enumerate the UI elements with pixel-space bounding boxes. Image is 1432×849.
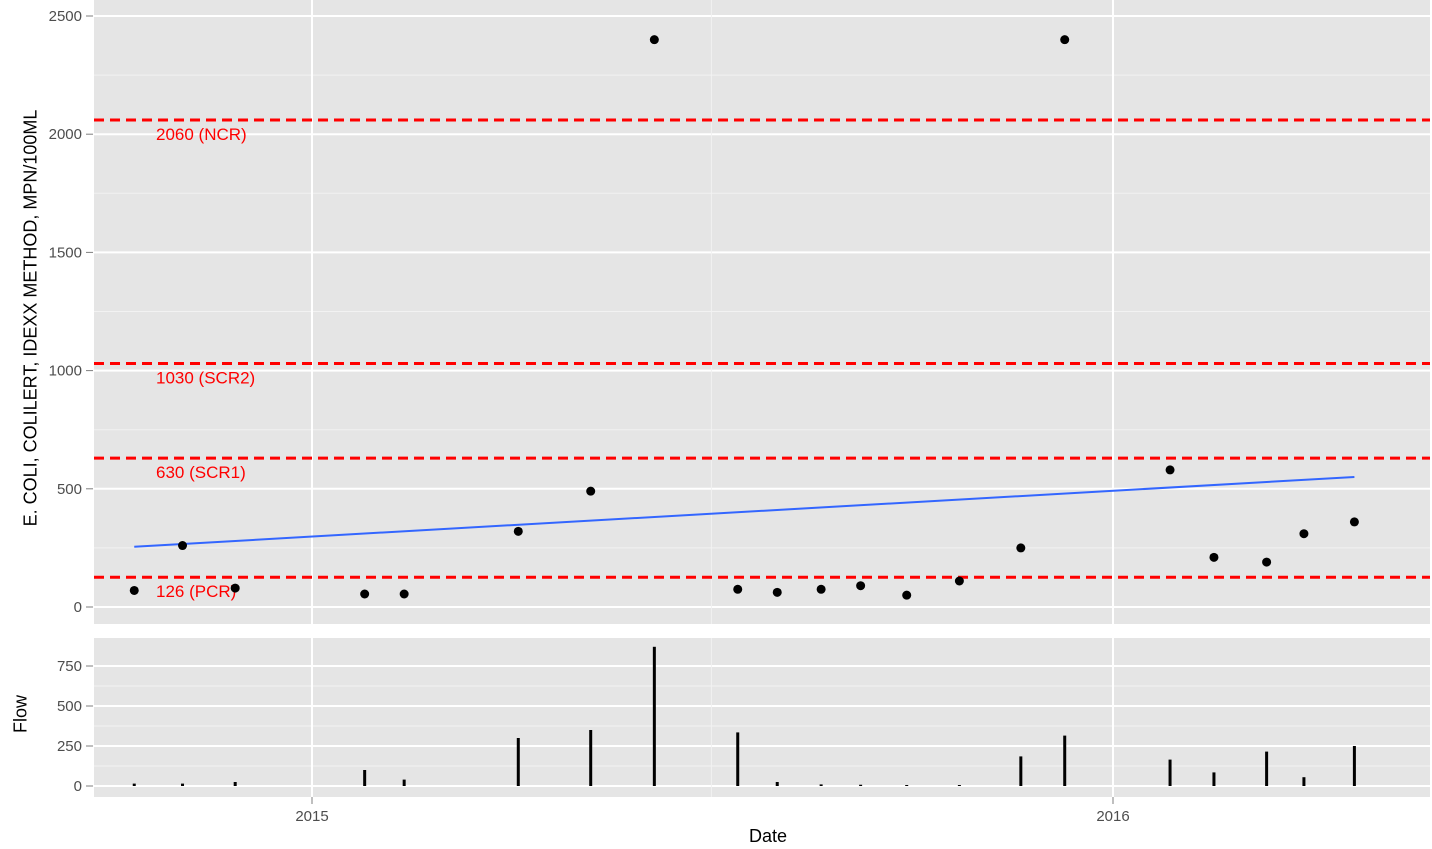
data-point xyxy=(816,584,826,594)
flow-bar xyxy=(589,730,593,786)
flow-bar xyxy=(132,783,136,786)
flow-bar xyxy=(957,785,961,786)
data-point xyxy=(513,526,523,536)
bottom-y-tick-label: 500 xyxy=(57,698,82,715)
data-point xyxy=(1209,552,1219,562)
data-point xyxy=(1016,543,1026,553)
data-point xyxy=(1262,557,1272,567)
top-panel-grid xyxy=(94,0,1430,624)
top-y-axis-title: E. COLI, COLILERT, IDEXX METHOD, MPN/100… xyxy=(20,109,41,527)
top-y-tick-label: 0 xyxy=(74,599,82,616)
top-y-tick-label: 2000 xyxy=(49,126,82,143)
top-y-tick-label: 500 xyxy=(57,481,82,498)
top-panel-y-axis: 0 500 1000 1500 2000 2500 xyxy=(49,8,93,616)
data-point xyxy=(178,541,188,551)
flow-bar xyxy=(1302,777,1306,786)
bottom-y-tick-label: 0 xyxy=(74,778,82,795)
flow-bar xyxy=(516,738,520,786)
flow-bar xyxy=(819,784,823,786)
data-point xyxy=(954,576,964,586)
flow-bar xyxy=(181,783,185,786)
data-point xyxy=(649,35,659,45)
flow-bar xyxy=(859,784,863,786)
bottom-panel-background xyxy=(94,638,1430,797)
flow-bar xyxy=(775,782,779,786)
flow-bar xyxy=(363,770,367,786)
flow-bar xyxy=(905,785,909,786)
bottom-y-axis-title: Flow xyxy=(10,694,31,734)
flow-bar xyxy=(1265,751,1269,786)
data-point xyxy=(1165,465,1175,475)
bottom-panel-axes: 0 250 500 750 2015 2016 xyxy=(57,658,1130,825)
bottom-y-tick-label: 750 xyxy=(57,658,82,675)
flow-bar xyxy=(402,779,406,786)
top-y-tick-label: 1000 xyxy=(49,363,82,380)
flow-bars xyxy=(132,646,1356,786)
trend-line xyxy=(134,475,1355,548)
flow-bar xyxy=(1168,759,1172,786)
data-point xyxy=(1349,517,1359,527)
data-point xyxy=(586,486,596,496)
x-tick-label: 2016 xyxy=(1096,808,1129,825)
data-point xyxy=(129,585,139,595)
trend-line-segment xyxy=(134,475,1355,548)
data-point xyxy=(360,589,370,599)
flow-bar xyxy=(652,646,656,786)
data-point xyxy=(1060,35,1070,45)
x-tick-label: 2015 xyxy=(295,808,328,825)
top-y-tick-label: 2500 xyxy=(49,8,82,25)
flow-bar xyxy=(736,732,740,786)
data-point xyxy=(733,584,743,594)
top-y-tick-label: 1500 xyxy=(49,244,82,261)
data-point xyxy=(902,590,912,600)
reference-line-label: 630 (SCR1) xyxy=(156,463,246,482)
flow-bar xyxy=(1212,772,1216,786)
flow-bar xyxy=(233,782,237,786)
data-points xyxy=(129,35,1359,600)
flow-bar xyxy=(1352,746,1356,786)
bottom-y-tick-label: 250 xyxy=(57,738,82,755)
data-point xyxy=(399,589,409,599)
reference-line-label: 1030 (SCR2) xyxy=(156,369,255,388)
bottom-panel-grid xyxy=(94,638,1430,797)
data-point xyxy=(1299,529,1309,539)
reference-lines: 2060 (NCR) 1030 (SCR2) 630 (SCR1) 126 (PCR) xyxy=(94,118,1430,601)
data-point xyxy=(230,583,240,593)
x-axis-title: Date xyxy=(748,826,788,846)
flow-bar xyxy=(1063,735,1067,786)
reference-line-label: 126 (PCR) xyxy=(156,582,236,601)
data-point xyxy=(772,587,782,597)
reference-line-label: 2060 (NCR) xyxy=(156,125,247,144)
data-point xyxy=(856,581,866,591)
flow-bar xyxy=(1019,756,1023,786)
